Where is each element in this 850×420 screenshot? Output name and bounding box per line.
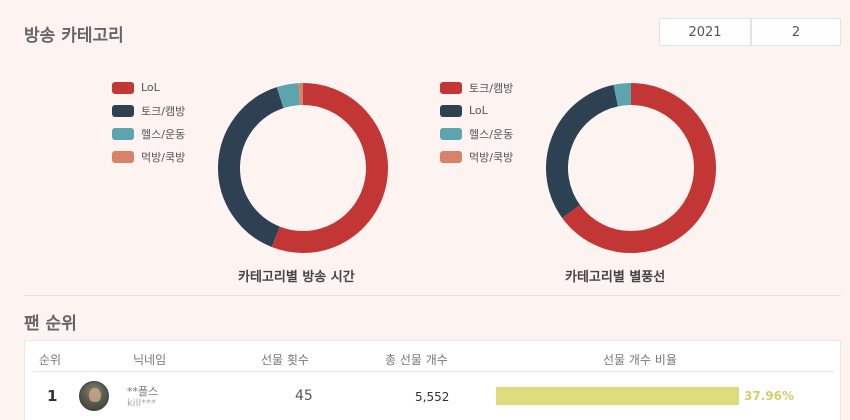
legend-swatch <box>440 81 462 94</box>
fan-avatar[interactable] <box>79 381 109 411</box>
broadcast-time-chart-title: 카테고리별 방송 시간 <box>238 270 355 285</box>
fan-nickname[interactable]: **플스 <box>127 385 159 398</box>
legend-swatch <box>112 81 134 94</box>
legend-swatch <box>440 127 462 140</box>
column-header-rank: 순위 <box>39 353 62 367</box>
legend-item[interactable]: 토크/캠방 <box>440 76 513 99</box>
donut-slice[interactable] <box>276 83 301 109</box>
legend-item[interactable]: 헬스/운동 <box>440 122 513 145</box>
rank-value: 1 <box>47 387 58 405</box>
gift-ratio-label: 37.96% <box>744 389 794 403</box>
legend-label: 헬스/운동 <box>141 127 186 141</box>
legend-label: LoL <box>469 104 488 117</box>
fan-user-id: kill*** <box>127 398 157 409</box>
star-balloon-donut-chart <box>546 83 716 253</box>
legend-label: 토크/캠방 <box>141 104 186 118</box>
legend-label: 먹방/쿡방 <box>469 150 514 164</box>
gift-count-value: 45 <box>295 388 313 404</box>
month-select[interactable]: 2 <box>751 18 841 46</box>
table-header-divider <box>33 371 834 372</box>
legend-label: LoL <box>141 81 160 94</box>
legend-label: 헬스/운동 <box>469 127 514 141</box>
total-gifts-value: 5,552 <box>415 390 450 404</box>
legend-swatch <box>112 150 134 163</box>
column-header-nickname: 닉네임 <box>133 353 167 367</box>
star-balloon-chart-title: 카테고리별 별풍선 <box>565 270 666 285</box>
donut-slice[interactable] <box>271 83 388 253</box>
donut-slice[interactable] <box>613 83 632 107</box>
year-select[interactable]: 2021 <box>659 18 751 46</box>
fan-ranking-table: 순위 닉네임 선물 횟수 총 선물 개수 선물 개수 비율 1 **플스 kil… <box>24 340 841 420</box>
fan-ranking-title: 팬 순위 <box>24 314 77 334</box>
legend-item[interactable]: LoL <box>440 99 513 122</box>
donut-slice[interactable] <box>546 84 619 218</box>
donut-slice[interactable] <box>562 83 716 253</box>
gift-ratio-bar <box>496 387 739 405</box>
column-header-total-gifts: 총 선물 개수 <box>385 353 448 367</box>
section-divider <box>24 295 841 296</box>
column-header-gift-count: 선물 횟수 <box>261 353 309 367</box>
legend-swatch <box>112 127 134 140</box>
legend-label: 토크/캠방 <box>469 81 514 95</box>
column-header-gift-ratio: 선물 개수 비율 <box>603 353 677 367</box>
legend-swatch <box>112 104 134 117</box>
legend-label: 먹방/쿡방 <box>141 150 186 164</box>
category-section-title: 방송 카테고리 <box>24 26 124 46</box>
legend-item[interactable]: LoL <box>112 76 185 99</box>
legend-item[interactable]: 헬스/운동 <box>112 122 185 145</box>
legend-swatch <box>440 104 462 117</box>
legend-item[interactable]: 토크/캠방 <box>112 99 185 122</box>
legend-item[interactable]: 먹방/쿡방 <box>440 145 513 168</box>
legend-item[interactable]: 먹방/쿡방 <box>112 145 185 168</box>
broadcast-time-donut-chart <box>218 83 388 253</box>
donut-slice[interactable] <box>218 87 284 248</box>
legend-swatch <box>440 150 462 163</box>
